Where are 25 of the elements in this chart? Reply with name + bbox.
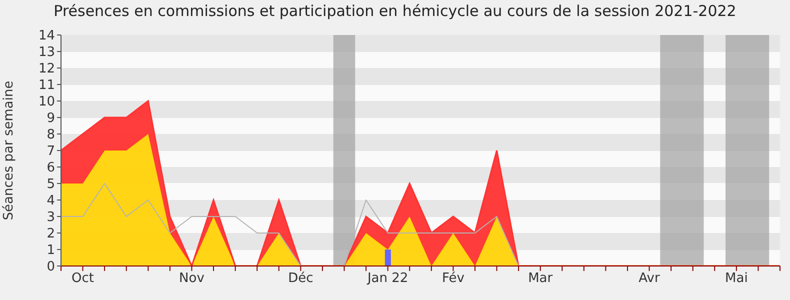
y-tick-label: 0 [46, 260, 55, 275]
y-tick-label: 5 [46, 177, 55, 192]
y-tick-label: 8 [46, 128, 55, 143]
x-tick-label: Jan 22 [366, 271, 408, 286]
y-tick-label: 14 [38, 28, 55, 44]
y-tick-label: 3 [46, 210, 55, 226]
x-tick-label: Nov [179, 271, 205, 286]
y-tick-label: 13 [38, 45, 55, 60]
y-tick-label: 4 [46, 194, 55, 209]
y-tick-label: 9 [46, 111, 55, 126]
x-tick-label: Avr [638, 271, 661, 286]
y-tick-label: 11 [38, 78, 55, 94]
y-tick-label: 12 [38, 62, 55, 77]
y-tick-label: 6 [46, 160, 55, 176]
y-tick-label: 7 [46, 144, 55, 160]
x-tick-label: Fév [442, 271, 465, 286]
y-tick-label: 10 [38, 94, 55, 110]
x-tick-label: Déc [288, 271, 314, 286]
y-tick-label: 2 [46, 226, 55, 242]
y-tick-label: 1 [46, 243, 55, 258]
y-axis-title: Séances par semaine [2, 80, 17, 220]
x-tick-label: Oct [72, 271, 94, 286]
x-tick-label: Mai [725, 271, 748, 286]
chart-title: Présences en commissions et participation en hémicycle au cours de la session 2021-2022 [52, 2, 738, 20]
x-tick-label: Mar [528, 271, 554, 286]
